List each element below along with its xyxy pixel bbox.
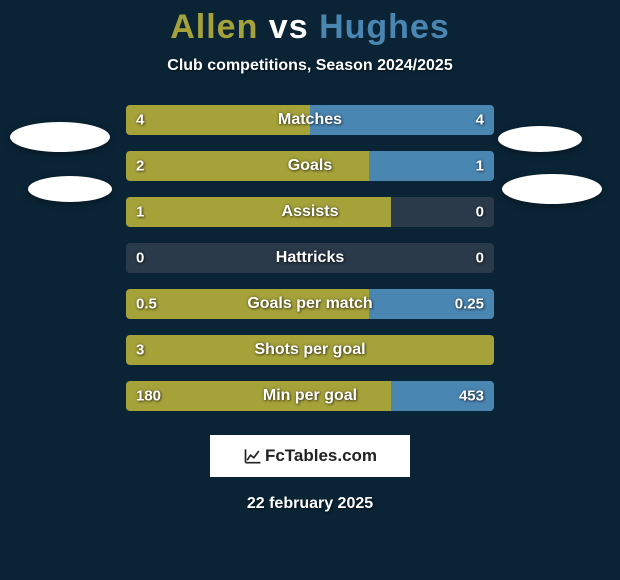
stat-row: 2 Goals 1 (126, 151, 494, 181)
avatar-right (498, 126, 582, 152)
stat-label: Shots per goal (254, 341, 365, 359)
title-vs: vs (258, 8, 319, 46)
stat-value-right: 0 (476, 204, 484, 221)
stat-value-left: 0.5 (136, 296, 157, 313)
stat-row: 0.5 Goals per match 0.25 (126, 289, 494, 319)
avatar-left (10, 122, 110, 152)
stat-value-right: 4 (476, 112, 484, 129)
title-player-right: Hughes (319, 8, 450, 46)
stat-label: Assists (282, 203, 339, 221)
stat-value-right: 1 (476, 158, 484, 175)
stat-label: Matches (278, 111, 342, 129)
avatar-right (502, 174, 602, 204)
stat-label: Min per goal (263, 387, 357, 405)
stat-label: Goals (288, 157, 332, 175)
stat-row: 1 Assists 0 (126, 197, 494, 227)
stat-row: 0 Hattricks 0 (126, 243, 494, 273)
stat-value-right: 0 (476, 250, 484, 267)
avatar-left (28, 176, 112, 202)
stat-value-left: 180 (136, 388, 161, 405)
stat-value-left: 4 (136, 112, 144, 129)
chart-icon (243, 446, 263, 466)
stat-value-left: 0 (136, 250, 144, 267)
watermark: FcTables.com (210, 435, 410, 477)
stat-value-left: 2 (136, 158, 144, 175)
bar-fill-left (126, 197, 391, 227)
date-text: 22 february 2025 (0, 495, 620, 513)
stat-value-left: 1 (136, 204, 144, 221)
stat-value-right: 0.25 (455, 296, 484, 313)
page-title: Allen vs Hughes (0, 8, 620, 47)
stat-row: 3 Shots per goal (126, 335, 494, 365)
bar-fill-left (126, 151, 369, 181)
stat-label: Goals per match (247, 295, 372, 313)
watermark-text: FcTables.com (265, 446, 377, 466)
stat-value-left: 3 (136, 342, 144, 359)
stat-value-right: 453 (459, 388, 484, 405)
title-player-left: Allen (170, 8, 258, 46)
stat-label: Hattricks (276, 249, 344, 267)
comparison-card: Allen vs Hughes Club competitions, Seaso… (0, 0, 620, 580)
stat-row: 180 Min per goal 453 (126, 381, 494, 411)
stat-row: 4 Matches 4 (126, 105, 494, 135)
subtitle: Club competitions, Season 2024/2025 (0, 57, 620, 75)
